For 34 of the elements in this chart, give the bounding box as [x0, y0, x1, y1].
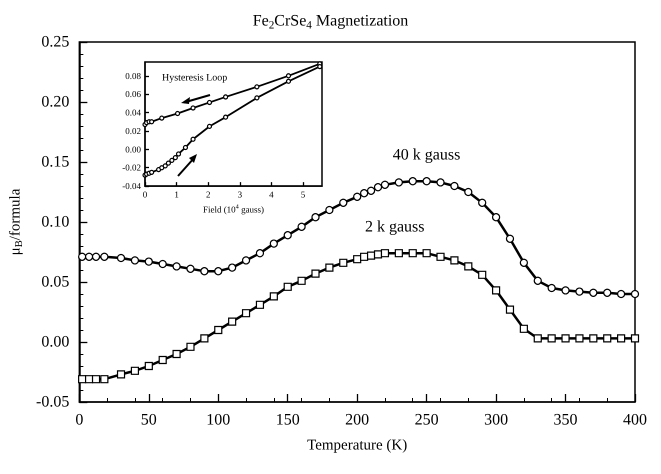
- x-tick-label: 100: [206, 412, 230, 428]
- y-tick-label: 0.20: [41, 94, 70, 110]
- x-tick-label: 1: [174, 190, 179, 200]
- x-tick-label: 400: [623, 412, 647, 428]
- y-tick-label: -0.05: [36, 394, 70, 410]
- y-axis-title: μB/formula: [8, 188, 26, 256]
- x-tick-label: 2: [206, 190, 210, 200]
- x-tick-label: 50: [140, 412, 157, 428]
- x-tick-label: 350: [554, 412, 578, 428]
- x-tick-label: 0: [75, 412, 84, 428]
- x-tick-label: 150: [276, 412, 300, 428]
- y-tick-label: 0.00: [41, 334, 70, 350]
- x-tick-label: 3: [238, 190, 243, 200]
- y-tick-label: 0.02: [125, 126, 141, 136]
- x-tick-label: 0: [142, 190, 148, 200]
- y-tick-label: 0.10: [41, 214, 70, 230]
- y-tick-label: 0.06: [125, 89, 142, 100]
- x-tick-label: 200: [345, 412, 370, 428]
- x-axis-title: Temperature (K): [307, 438, 408, 454]
- y-tick-label: 0.04: [125, 108, 142, 118]
- y-tick-label: 0.00: [125, 144, 142, 154]
- x-tick-label: 300: [484, 412, 508, 428]
- x-tick-label: 250: [414, 412, 439, 428]
- y-tick-label: -0.04: [122, 181, 142, 192]
- y-tick-label: -0.02: [122, 162, 141, 173]
- y-tick-label: 0.15: [41, 154, 70, 170]
- x-tick-label: 5: [300, 190, 306, 200]
- x-tick-label: 4: [269, 190, 274, 200]
- text: Hysteresis Loop: [162, 72, 228, 84]
- y-tick-label: 0.05: [41, 274, 70, 290]
- y-tick-label: 0.25: [41, 34, 70, 50]
- y-tick-label: 0.08: [125, 70, 142, 81]
- series-label: 2 k gauss: [364, 218, 425, 236]
- series-label: 40 k gauss: [392, 146, 460, 164]
